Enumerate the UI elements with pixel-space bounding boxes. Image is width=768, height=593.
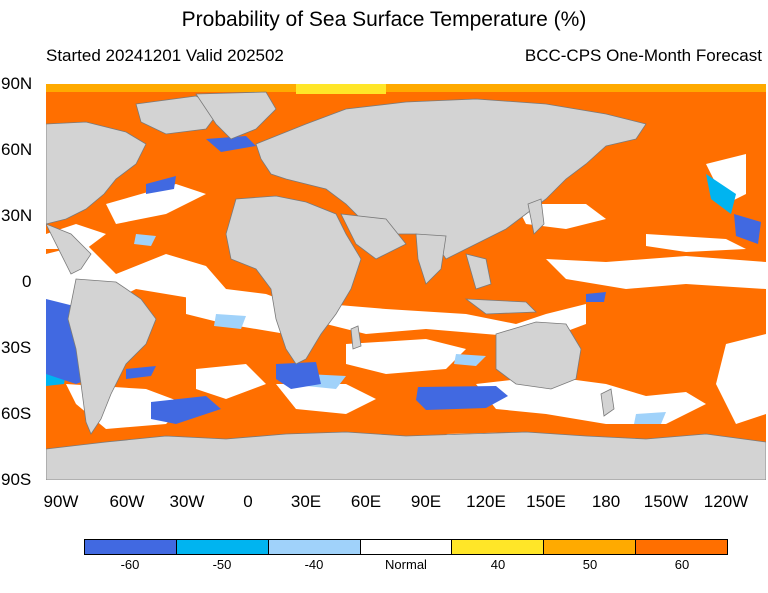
legend-swatch-normal <box>360 540 453 554</box>
legend-swatch-minus-60 <box>85 540 177 554</box>
lon-label-120e: 120E <box>466 492 506 511</box>
lat-label-60s: 60S <box>1 404 32 423</box>
lon-label-30w: 30W <box>169 492 205 511</box>
legend-label-minus-50: -50 <box>212 557 232 572</box>
lon-label-180: 180 <box>591 492 621 511</box>
legend-swatch-40 <box>452 540 545 554</box>
forecast-model: BCC-CPS One-Month Forecast <box>524 46 762 65</box>
forecast-dates: Started 20241201 Valid 202502 <box>46 46 284 65</box>
legend-label-60: 60 <box>674 557 690 572</box>
legend-label-normal: Normal <box>385 557 427 572</box>
lon-label-30e: 30E <box>290 492 322 511</box>
lon-label-0: 0 <box>243 492 253 511</box>
lat-label-90n: 90N <box>1 74 33 93</box>
lon-label-60w: 60W <box>109 492 145 511</box>
legend-swatch-minus-40 <box>268 540 361 554</box>
lat-label-60n: 60N <box>1 140 33 159</box>
lon-label-120w: 120W <box>703 492 749 511</box>
map-title: Probability of Sea Surface Temperature (… <box>181 8 587 31</box>
lon-label-60e: 60E <box>350 492 382 511</box>
legend-swatch-minus-50 <box>176 540 269 554</box>
legend-label-50: 50 <box>582 557 598 572</box>
lon-label-150e: 150E <box>526 492 566 511</box>
legend-label-minus-60: -60 <box>120 557 140 572</box>
sst-probability-map <box>46 84 766 480</box>
legend-label-minus-40: -40 <box>304 557 324 572</box>
legend-swatch-50 <box>544 540 637 554</box>
legend-swatch-60 <box>636 540 728 554</box>
lon-label-90w: 90W <box>43 492 79 511</box>
lat-label-90s: 90S <box>1 470 32 489</box>
legend-colorbar <box>84 539 728 555</box>
lon-label-150w: 150W <box>643 492 689 511</box>
lat-label-30n: 30N <box>1 206 33 225</box>
lat-label-30s: 30S <box>1 338 32 357</box>
legend-label-40: 40 <box>490 557 506 572</box>
lat-label-equator: 0 <box>22 272 32 291</box>
lon-label-90e: 90E <box>410 492 442 511</box>
